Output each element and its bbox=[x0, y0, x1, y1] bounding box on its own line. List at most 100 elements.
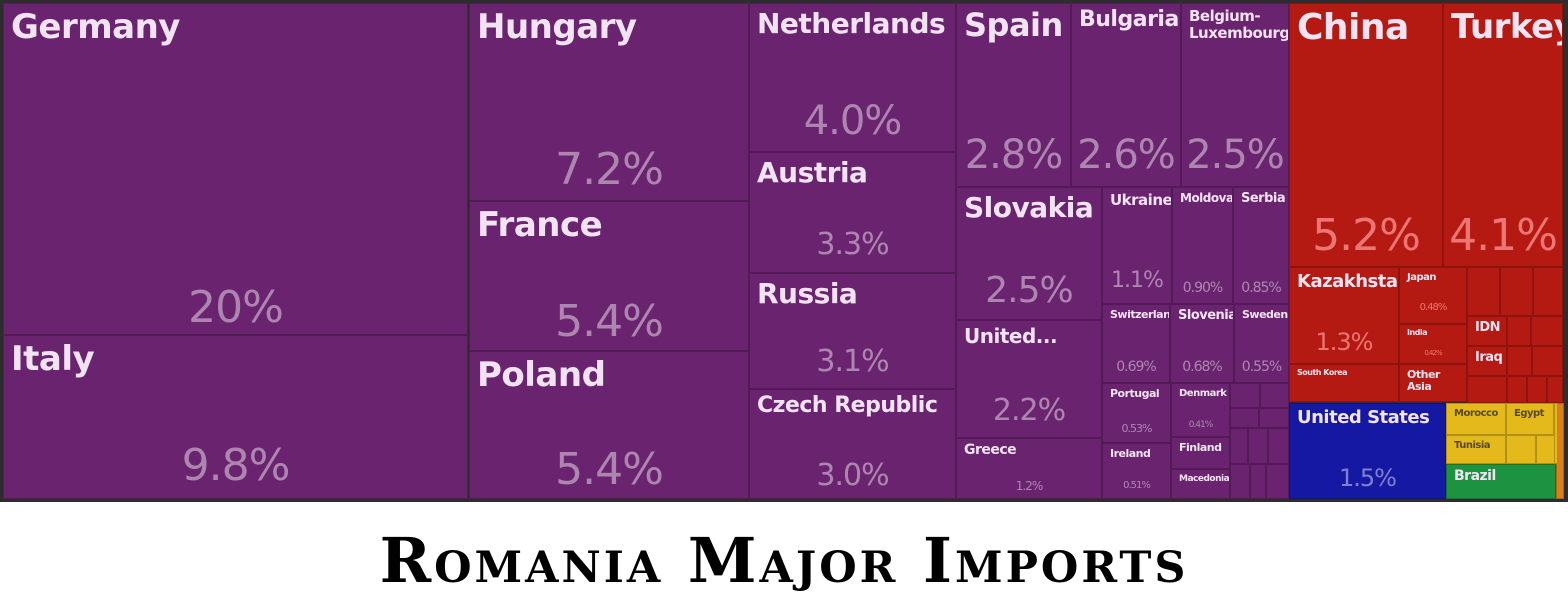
tile-spain: Spain 2.8% bbox=[956, 3, 1071, 187]
tile-value: 3.3% bbox=[816, 227, 889, 262]
tile-netherlands: Netherlands 4.0% bbox=[749, 3, 956, 152]
tile-minor bbox=[1248, 428, 1268, 464]
tile-label: Turkey bbox=[1451, 7, 1563, 47]
chart-title: Romania Major Imports bbox=[379, 523, 1189, 597]
tile-ukraine: Ukraine 1.1% bbox=[1102, 187, 1172, 304]
tile-label: South Korea bbox=[1297, 368, 1348, 377]
tile-minor bbox=[1266, 464, 1289, 499]
tile-value: 0.85% bbox=[1241, 280, 1281, 296]
tile-label: France bbox=[477, 205, 603, 245]
tile-finland: Finland bbox=[1171, 437, 1230, 469]
tile-greece: Greece 1.2% bbox=[956, 438, 1102, 499]
tile-minor bbox=[1500, 267, 1533, 316]
treemap: Germany 20% Italy 9.8% Hungary 7.2% France 5.4%… bbox=[0, 0, 1568, 502]
tile-value: 3.1% bbox=[816, 344, 889, 379]
tile-minor bbox=[1547, 376, 1563, 403]
tile-label: Other Asia bbox=[1407, 368, 1440, 394]
tile-value: 5.4% bbox=[555, 444, 664, 495]
tile-value: 1.3% bbox=[1315, 328, 1374, 356]
tile-minor bbox=[1532, 346, 1563, 376]
tile-label: Denmark bbox=[1179, 388, 1227, 399]
tile-china: China 5.2% bbox=[1289, 3, 1443, 267]
tile-united: United... 2.2% bbox=[956, 320, 1102, 438]
tile-label: Brazil bbox=[1454, 468, 1496, 484]
tile-macedonia: Macedonia bbox=[1171, 469, 1230, 499]
tile-value: 0.90% bbox=[1182, 280, 1223, 296]
tile-value: 20% bbox=[188, 282, 284, 333]
tile-minor bbox=[1527, 376, 1547, 403]
tile-label: Switzerland bbox=[1110, 308, 1170, 321]
tile-label: Austria bbox=[757, 156, 868, 189]
tile-label: Japan bbox=[1407, 272, 1437, 283]
tile-label: Ireland bbox=[1110, 447, 1151, 460]
tile-minor bbox=[1230, 464, 1250, 499]
tile-label: Greece bbox=[964, 442, 1017, 458]
tile-slovakia: Slovakia 2.5% bbox=[956, 187, 1102, 320]
tile-south-korea: South Korea bbox=[1289, 364, 1399, 402]
tile-value: 3.0% bbox=[816, 458, 889, 493]
tile-belgium-luxembourg: Belgium- Luxembourg 2.5% bbox=[1181, 3, 1289, 187]
tile-japan: Japan 0.48% bbox=[1399, 267, 1467, 324]
tile-idn: IDN bbox=[1467, 316, 1507, 346]
tile-label: Slovakia bbox=[964, 191, 1094, 224]
tile-value: 1.2% bbox=[1015, 479, 1044, 493]
tile-value: 2.5% bbox=[1186, 132, 1285, 178]
tile-value: 0.69% bbox=[1116, 359, 1156, 375]
tile-label: Czech Republic bbox=[757, 393, 938, 418]
tile-minor bbox=[1250, 464, 1266, 499]
tile-minor bbox=[1230, 428, 1248, 464]
tile-minor bbox=[1268, 428, 1289, 464]
tile-value: 4.1% bbox=[1449, 210, 1558, 261]
tile-label: Poland bbox=[477, 355, 606, 395]
tile-france: France 5.4% bbox=[469, 201, 749, 351]
tile-portugal: Portugal 0.53% bbox=[1102, 383, 1171, 443]
tile-minor bbox=[1467, 376, 1507, 403]
tile-ireland: Ireland 0.51% bbox=[1102, 443, 1171, 499]
tile-value: 0.51% bbox=[1123, 480, 1151, 491]
tile-minor bbox=[1536, 435, 1556, 464]
tile-bulgaria: Bulgaria 2.6% bbox=[1071, 3, 1181, 187]
tile-label: United States bbox=[1297, 407, 1430, 428]
tile-label: Portugal bbox=[1110, 387, 1160, 400]
tile-label: Italy bbox=[11, 339, 95, 379]
tile-minor bbox=[1259, 408, 1289, 428]
tile-minor bbox=[1506, 435, 1536, 464]
tile-label: United... bbox=[964, 324, 1058, 348]
tile-label: Morocco bbox=[1454, 408, 1498, 419]
tile-value: 0.41% bbox=[1188, 420, 1214, 430]
tile-label: Sweden bbox=[1242, 308, 1288, 321]
tile-morocco: Morocco bbox=[1446, 403, 1506, 435]
tile-label: IDN bbox=[1475, 320, 1501, 335]
tile-russia: Russia 3.1% bbox=[749, 273, 956, 389]
tile-hungary: Hungary 7.2% bbox=[469, 3, 749, 201]
tile-label: Egypt bbox=[1514, 408, 1544, 419]
tile-austria: Austria 3.3% bbox=[749, 152, 956, 273]
tile-czech-republic: Czech Republic 3.0% bbox=[749, 389, 956, 499]
tile-label: Netherlands bbox=[757, 7, 946, 40]
tile-switzerland: Switzerland 0.69% bbox=[1102, 304, 1170, 383]
tile-value: 0.68% bbox=[1182, 359, 1222, 375]
tile-germany: Germany 20% bbox=[3, 3, 468, 335]
tile-label: Germany bbox=[11, 7, 180, 47]
tile-value: 0.53% bbox=[1121, 422, 1153, 435]
tile-minor bbox=[1554, 403, 1558, 464]
tile-kazakhstan: Kazakhstan 1.3% bbox=[1289, 267, 1399, 364]
tile-label: Tunisia bbox=[1454, 440, 1491, 451]
tile-label: Iraq bbox=[1475, 350, 1503, 365]
tile-value: 2.5% bbox=[985, 270, 1073, 311]
tile-minor bbox=[1533, 267, 1563, 316]
tile-label: India bbox=[1407, 328, 1428, 337]
tile-label: Serbia bbox=[1241, 191, 1286, 206]
tile-other-asia: Other Asia bbox=[1399, 364, 1467, 402]
tile-label: Finland bbox=[1179, 441, 1222, 454]
tile-tunisia: Tunisia bbox=[1446, 435, 1506, 464]
tile-label: Bulgaria bbox=[1079, 7, 1179, 32]
tile-minor bbox=[1507, 376, 1527, 403]
tile-serbia: Serbia 0.85% bbox=[1233, 187, 1289, 304]
tile-minor bbox=[1507, 346, 1532, 376]
tile-value: 1.5% bbox=[1339, 464, 1397, 492]
tile-india: India 0.42% bbox=[1399, 324, 1467, 364]
tile-label: Hungary bbox=[477, 7, 637, 47]
tile-poland: Poland 5.4% bbox=[469, 351, 749, 499]
tile-value: 9.8% bbox=[181, 440, 291, 491]
